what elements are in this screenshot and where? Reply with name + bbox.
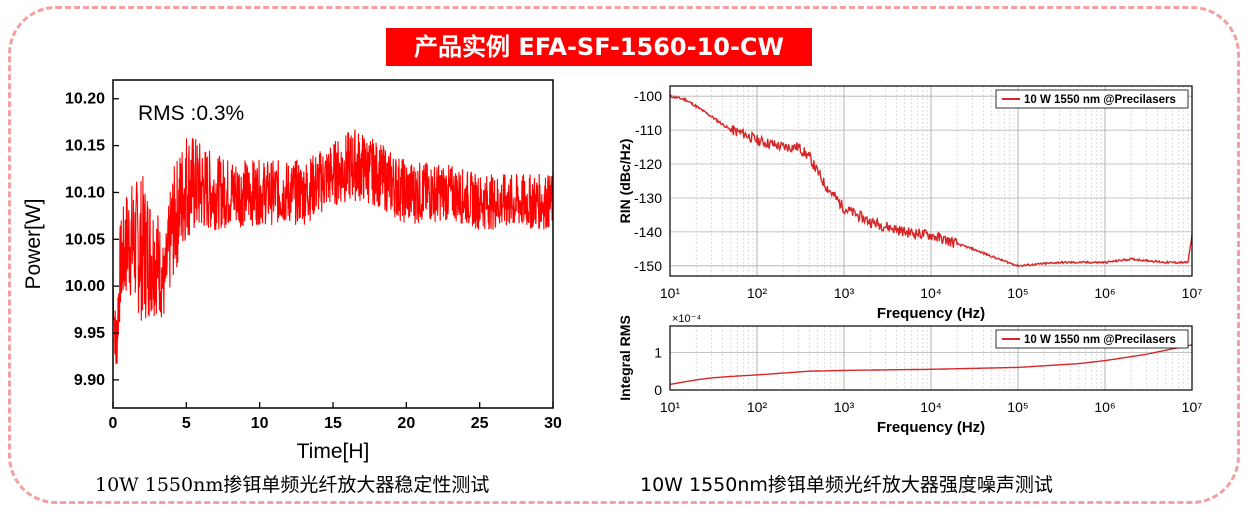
x-tick-label: 5 [182, 415, 191, 432]
x-tick-label: 10⁶ [1094, 399, 1115, 415]
x-tick-label: 10³ [834, 285, 855, 301]
power-stability-chart: 0 5 10 15 20 25 30 9.90 9.95 10.00 10.05 10.10 10.15… [22, 79, 562, 463]
legend-box [995, 329, 1189, 349]
y-tick-label: -120 [634, 156, 662, 172]
x-tick-label: 10⁴ [920, 285, 942, 301]
y-tick-label: 10.15 [65, 138, 105, 155]
y-tick-label: 10.00 [65, 278, 105, 295]
plot-frame [669, 325, 1193, 391]
y-axis-label: Power[W] [22, 198, 45, 289]
x-tick-label: 10⁵ [1007, 399, 1028, 415]
legend-label: 10 W 1550 nm @Precilasers [1024, 334, 1176, 346]
x-tick-label: 30 [544, 415, 562, 432]
y-tick-label: 9.95 [74, 325, 105, 342]
x-axis-label: Time[H] [297, 440, 370, 463]
y-tick-label: 9.90 [74, 372, 105, 389]
x-tick-label: 10¹ [660, 399, 681, 415]
rms-annotation: RMS :0.3% [138, 102, 244, 125]
y-unit-label: ×10⁻⁴ [672, 313, 701, 325]
x-tick-label: 10⁵ [1007, 285, 1028, 301]
y-tick-label: 1 [654, 344, 662, 360]
x-tick-label: 10² [747, 399, 768, 415]
legend-box [995, 89, 1189, 109]
caption-noise: 10W 1550nm掺铒单频光纤放大器强度噪声测试 [640, 474, 1053, 496]
y-tick-label: -150 [634, 258, 662, 274]
caption-stability: 10W 1550nm掺铒单频光纤放大器稳定性测试 [95, 474, 490, 496]
x-tick-label: 10⁶ [1094, 285, 1115, 301]
y-axis-label: Integral RMS [617, 315, 633, 401]
x-axis-label: Frequency (Hz) [877, 419, 985, 436]
dashed-frame [8, 6, 1240, 504]
x-axis-label: Frequency (Hz) [877, 305, 985, 322]
rin-chart: 10¹ 10² 10³ 10⁴ 10⁵ 10⁶ 10⁷ -100 -110 -120 -130 -14… [617, 85, 1203, 322]
power-series-line [112, 129, 554, 365]
x-tick-label: 10⁴ [920, 399, 942, 415]
series-line [669, 94, 1193, 268]
x-tick-label: 10² [747, 285, 768, 301]
y-tick-label: 10.20 [65, 91, 105, 108]
y-tick-label: -140 [634, 224, 662, 240]
plot-frame [112, 79, 554, 409]
x-tick-label: 10 [251, 415, 269, 432]
product-banner: 产品实例 EFA-SF-1560-10-CW [386, 28, 812, 66]
plot-frame [669, 85, 1193, 277]
y-tick-label: 10.05 [65, 231, 105, 248]
x-tick-label: 10⁷ [1182, 285, 1203, 301]
x-tick-label: 10³ [834, 399, 855, 415]
x-tick-label: 20 [397, 415, 415, 432]
y-tick-label: -110 [635, 122, 662, 138]
integral-rms-chart: 10¹ 10² 10³ 10⁴ 10⁵ 10⁶ 10⁷ 0 1 10 W 1550 nm @Pre… [617, 313, 1203, 436]
y-tick-label: -130 [634, 190, 662, 206]
x-tick-label: 10¹ [660, 285, 681, 301]
legend-label: 10 W 1550 nm @Precilasers [1024, 94, 1176, 106]
y-tick-label: 10.10 [65, 184, 105, 201]
series-line [669, 344, 1193, 386]
x-tick-label: 25 [471, 415, 489, 432]
y-tick-label: -100 [634, 88, 662, 104]
y-tick-label: 0 [654, 382, 662, 398]
x-tick-label: 10⁷ [1182, 399, 1203, 415]
x-tick-label: 15 [324, 415, 342, 432]
y-axis-label: RIN (dBc/Hz) [617, 139, 633, 224]
x-tick-label: 0 [109, 415, 118, 432]
